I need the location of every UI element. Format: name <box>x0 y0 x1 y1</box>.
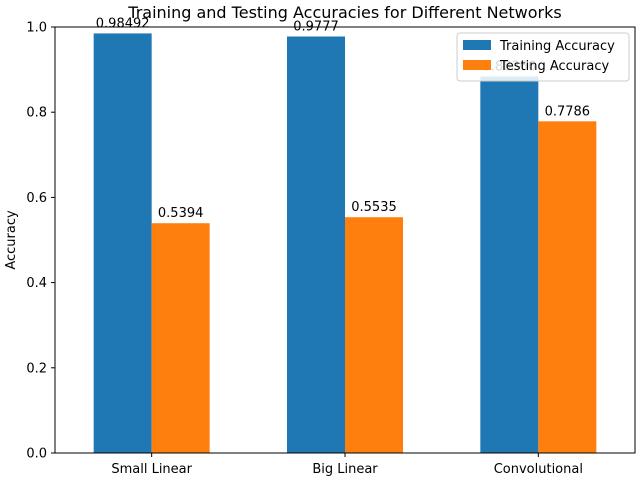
legend: Training Accuracy Testing Accuracy <box>456 32 630 82</box>
y-tick-label: 1.0 <box>26 21 47 36</box>
legend-entry: Training Accuracy <box>499 39 615 54</box>
x-tick-label: Convolutional <box>494 462 583 477</box>
bar-testing-2 <box>538 121 597 453</box>
data-label-testing-2: 0.7786 <box>545 104 591 119</box>
legend-swatch <box>463 60 491 70</box>
bar-testing-1 <box>345 217 403 453</box>
y-tick-label: 0.0 <box>26 447 47 462</box>
bar-testing-0 <box>151 223 210 453</box>
data-label-testing-1: 0.5535 <box>351 200 397 215</box>
legend-entry: Testing Accuracy <box>499 59 609 74</box>
data-label-training-0: 0.98492 <box>96 16 150 31</box>
x-tick-label: Small Linear <box>111 462 192 477</box>
chart-title: Training and Testing Accuracies for Diff… <box>127 3 561 22</box>
y-tick-label: 0.4 <box>26 276 47 291</box>
x-tick-label: Big Linear <box>312 462 378 477</box>
legend-box <box>456 32 630 82</box>
legend-swatch <box>463 40 491 50</box>
bar-training-1 <box>287 36 345 453</box>
y-tick-label: 0.2 <box>26 361 47 376</box>
y-tick-label: 0.8 <box>26 106 47 121</box>
y-axis-label: Accuracy <box>4 210 19 270</box>
bar-training-0 <box>93 33 152 454</box>
bar-training-2 <box>480 76 539 453</box>
y-tick-label: 0.6 <box>26 191 47 206</box>
data-label-testing-0: 0.5394 <box>158 206 204 221</box>
